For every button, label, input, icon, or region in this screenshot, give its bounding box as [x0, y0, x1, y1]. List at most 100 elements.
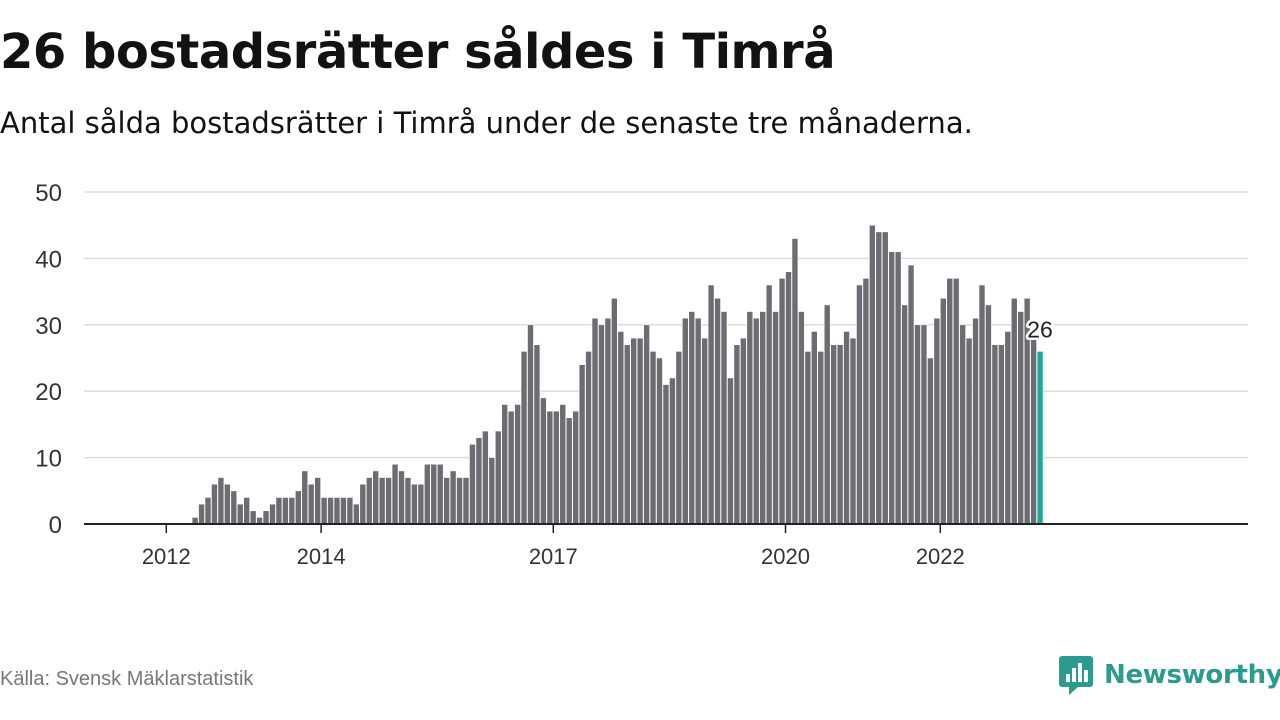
y-tick-label: 20: [35, 379, 62, 406]
y-tick-label: 0: [49, 512, 62, 539]
bar: [436, 463, 444, 525]
bar: [856, 284, 863, 525]
bar: [746, 311, 754, 525]
bar: [294, 490, 302, 525]
y-tick-label: 40: [35, 246, 62, 273]
newsworthy-logo-icon: [1059, 656, 1093, 695]
bar: [533, 344, 541, 525]
bar: [488, 457, 496, 525]
chart-title: 26 bostadsrätter såldes i Timrå: [0, 24, 836, 80]
bar: [907, 264, 915, 525]
bar: [727, 377, 734, 525]
bar: [823, 304, 831, 525]
bar: [269, 503, 276, 525]
bar: [398, 470, 405, 525]
bar: [740, 337, 747, 525]
bar: [733, 344, 741, 525]
bar: [585, 351, 592, 525]
bar: [791, 238, 799, 525]
x-axis-ticks: 2012 2014 2017 2020 2022: [142, 524, 965, 569]
bar: [694, 317, 702, 525]
bar: [836, 344, 844, 525]
bar: [611, 297, 618, 525]
bar: [933, 317, 941, 525]
bar: [578, 364, 586, 525]
bar: [972, 317, 979, 525]
bar: [282, 497, 289, 525]
bar: [752, 317, 760, 525]
bar: [623, 344, 631, 525]
bar: [785, 271, 792, 525]
bar: [262, 510, 270, 525]
brand-name: Newsworthy: [1104, 660, 1280, 690]
bar: [307, 483, 315, 525]
bar: [920, 324, 928, 525]
bar: [830, 344, 837, 525]
bar: [965, 337, 973, 525]
bar: [456, 477, 463, 525]
bar: [552, 410, 560, 525]
bar: [881, 231, 889, 525]
bar: [1004, 331, 1012, 525]
bar: [701, 337, 708, 525]
newsworthy-logo[interactable]: Newsworthy: [1058, 652, 1280, 698]
bar: [778, 278, 786, 525]
bar: [630, 337, 638, 525]
bar: [894, 251, 902, 525]
bar: [301, 470, 309, 525]
bar: [927, 357, 934, 525]
bar: [327, 497, 334, 525]
bar: [991, 344, 999, 525]
bar: [243, 497, 250, 525]
bar: [475, 437, 483, 525]
bar: [404, 477, 412, 525]
bar: [520, 351, 528, 525]
bar: [236, 503, 244, 525]
bar: [385, 477, 392, 525]
bar: [359, 483, 367, 525]
x-tick-label: 2020: [761, 544, 810, 569]
bar: [720, 311, 728, 525]
bar: [862, 278, 870, 525]
bar: [1010, 297, 1018, 525]
bar: [507, 410, 515, 525]
x-tick-label: 2022: [916, 544, 965, 569]
bar: [714, 297, 721, 525]
bar: [449, 470, 457, 525]
bar: [275, 497, 283, 525]
bar: [985, 304, 992, 525]
bar: [669, 377, 676, 525]
bar: [759, 311, 767, 525]
bar: [598, 324, 605, 525]
bar: [411, 483, 418, 525]
bar: [914, 324, 921, 525]
bar: [643, 324, 650, 525]
bar: [688, 311, 696, 525]
bar: [681, 317, 689, 525]
bar: [333, 497, 341, 525]
bar: [978, 284, 986, 525]
data-labels: 26: [1025, 314, 1056, 345]
chart-subtitle: Antal sålda bostadsrätter i Timrå under …: [0, 106, 973, 140]
bar: [959, 324, 966, 525]
bar: [372, 470, 380, 525]
highlight-data-label: 26: [1027, 316, 1053, 342]
bar: [423, 463, 431, 525]
bar: [798, 311, 805, 525]
bar: [559, 404, 567, 525]
bar: [1030, 337, 1037, 525]
bar: [501, 404, 509, 525]
bar: [946, 278, 954, 525]
bar: [939, 297, 947, 525]
bar: [462, 477, 470, 525]
bar: [314, 477, 321, 525]
bar: [591, 317, 599, 525]
bar: [353, 503, 360, 525]
bar: [204, 497, 212, 525]
bar: [514, 404, 521, 525]
bar: [875, 231, 883, 525]
bar: [198, 503, 205, 525]
bar: [649, 351, 657, 525]
bars: [191, 224, 1044, 525]
